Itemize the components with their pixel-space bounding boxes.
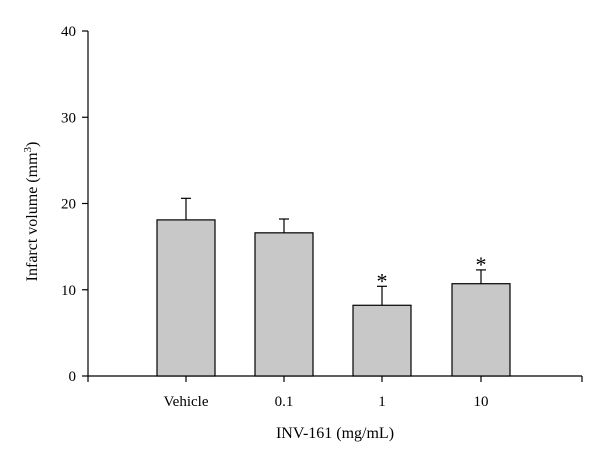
x-tick-label: 10 bbox=[474, 394, 489, 410]
y-axis: 0 10 20 30 40 bbox=[61, 24, 89, 385]
y-axis-title-sup: 3 bbox=[22, 146, 34, 152]
y-tick-label: 0 bbox=[69, 369, 77, 385]
x-tick-label: 1 bbox=[378, 394, 386, 410]
significance-mark: * bbox=[377, 268, 388, 293]
bar bbox=[254, 232, 314, 377]
bars bbox=[156, 219, 511, 377]
y-axis-title: Infarct volume (mm3) bbox=[22, 142, 41, 282]
y-axis-title-main: Infarct volume (mm bbox=[24, 152, 41, 281]
significance-mark: * bbox=[476, 252, 487, 277]
y-axis-title-end: ) bbox=[24, 142, 41, 147]
error-bars bbox=[181, 197, 486, 306]
significance-marks: ** bbox=[377, 252, 487, 293]
x-axis: Vehicle 0.1 1 10 bbox=[87, 375, 583, 410]
y-tick-label: 40 bbox=[61, 24, 76, 40]
x-tick-label: 0.1 bbox=[275, 394, 294, 410]
x-axis-title: INV-161 (mg/mL) bbox=[276, 425, 394, 442]
x-tick-label: Vehicle bbox=[164, 394, 209, 410]
y-tick-label: 20 bbox=[61, 197, 76, 213]
bar bbox=[451, 283, 511, 377]
y-tick-label: 30 bbox=[61, 110, 76, 126]
bar bbox=[156, 219, 216, 377]
y-tick-label: 10 bbox=[61, 283, 76, 299]
bar bbox=[352, 304, 412, 377]
